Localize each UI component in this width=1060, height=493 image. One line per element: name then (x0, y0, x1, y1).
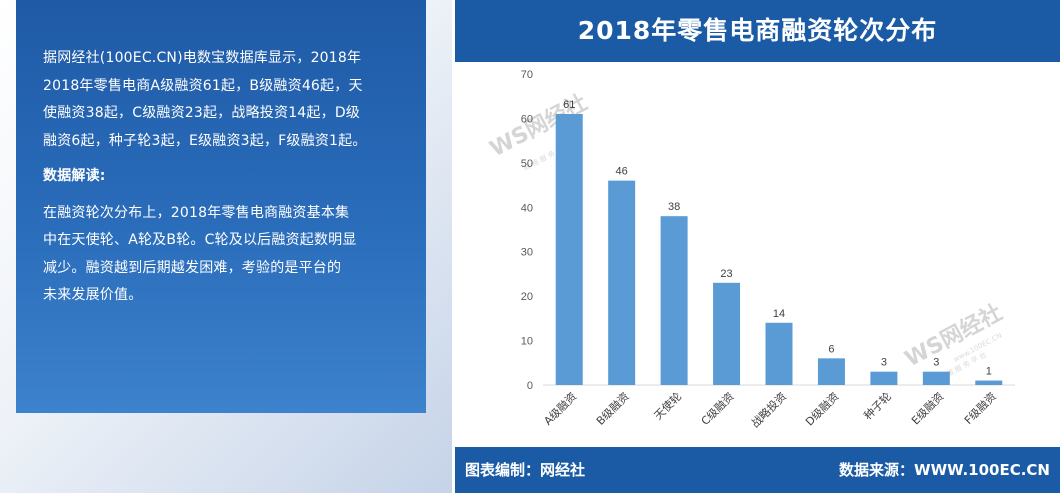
data-label: 46 (616, 166, 628, 178)
data-label: 23 (720, 268, 732, 280)
summary-line: 使融资38起，C级融资23起，战略投资14起，D级 (43, 105, 360, 121)
data-label: 38 (668, 201, 680, 213)
x-tick-label: 种子轮 (861, 389, 894, 422)
bar (922, 371, 950, 385)
y-tick-label: 10 (521, 336, 533, 348)
y-tick-label: 40 (521, 202, 533, 214)
bar (765, 322, 793, 385)
bar (555, 113, 583, 385)
x-tick-label: D级融资 (803, 390, 842, 429)
x-tick-label: F级融资 (962, 390, 999, 427)
x-tick-label: 战略投资 (748, 389, 789, 430)
summary-line: 2018年零售电商A级融资61起，B级融资46起，天 (43, 77, 363, 94)
chart-footer: 图表编制：网经社 数据来源：WWW.100EC.CN (455, 447, 1060, 493)
bar-layer (555, 113, 1003, 385)
x-tick-label: 天使轮 (651, 389, 684, 422)
x-tick-label: B级融资 (594, 390, 632, 428)
bar (870, 371, 898, 385)
y-tick-label: 20 (521, 291, 533, 303)
chart-frame: 2018年零售电商融资轮次分布 WS网经社网 络 服 务 平 台 WS网经社网 络… (455, 0, 1060, 493)
text-panel: 据网经社(100EC.CN)电数宝数据库显示，2018年 2018年零售电商A级… (16, 0, 426, 413)
analysis-line: 减少。融资越到后期越发困难，考验的是平台的 (43, 259, 342, 276)
chart-header: 2018年零售电商融资轮次分布 (455, 0, 1060, 62)
bar (660, 216, 688, 385)
data-label: 3 (933, 357, 939, 369)
data-label: 61 (563, 99, 575, 111)
bar (608, 180, 636, 385)
analysis-line: 在融资轮次分布上，2018年零售电商融资基本集 (43, 204, 350, 221)
y-tick-label: 60 (521, 113, 533, 125)
data-label: 6 (828, 343, 834, 355)
summary-line: 据网经社(100EC.CN)电数宝数据库显示，2018年 (43, 50, 362, 66)
chart-title: 2018年零售电商融资轮次分布 (577, 16, 938, 45)
analysis-line: 中在天使轮、A轮及B轮。C轮及以后融资起数明显 (43, 232, 357, 248)
y-tick-label: 0 (527, 380, 533, 392)
data-label: 14 (773, 308, 785, 320)
data-source: 数据来源：WWW.100EC.CN (839, 461, 1050, 479)
x-tick-label: A级融资 (541, 390, 579, 428)
y-tick-label: 70 (521, 69, 533, 81)
analysis-heading: 数据解读: (43, 168, 106, 184)
bar (817, 358, 845, 385)
summary-line: 融资6起，种子轮3起，E级融资3起，F级融资1起。 (43, 132, 367, 149)
chart-credit: 图表编制：网经社 (465, 461, 586, 479)
data-label: 3 (881, 357, 887, 369)
data-label: 1 (986, 366, 992, 378)
analysis-line: 未来发展价值。 (43, 287, 143, 303)
bar (713, 282, 741, 385)
x-tick-label: C级融资 (699, 390, 737, 428)
bar (975, 380, 1003, 385)
y-tick-label: 30 (521, 247, 533, 259)
y-tick-label: 50 (521, 158, 533, 170)
x-tick-label: E级融资 (909, 390, 946, 427)
